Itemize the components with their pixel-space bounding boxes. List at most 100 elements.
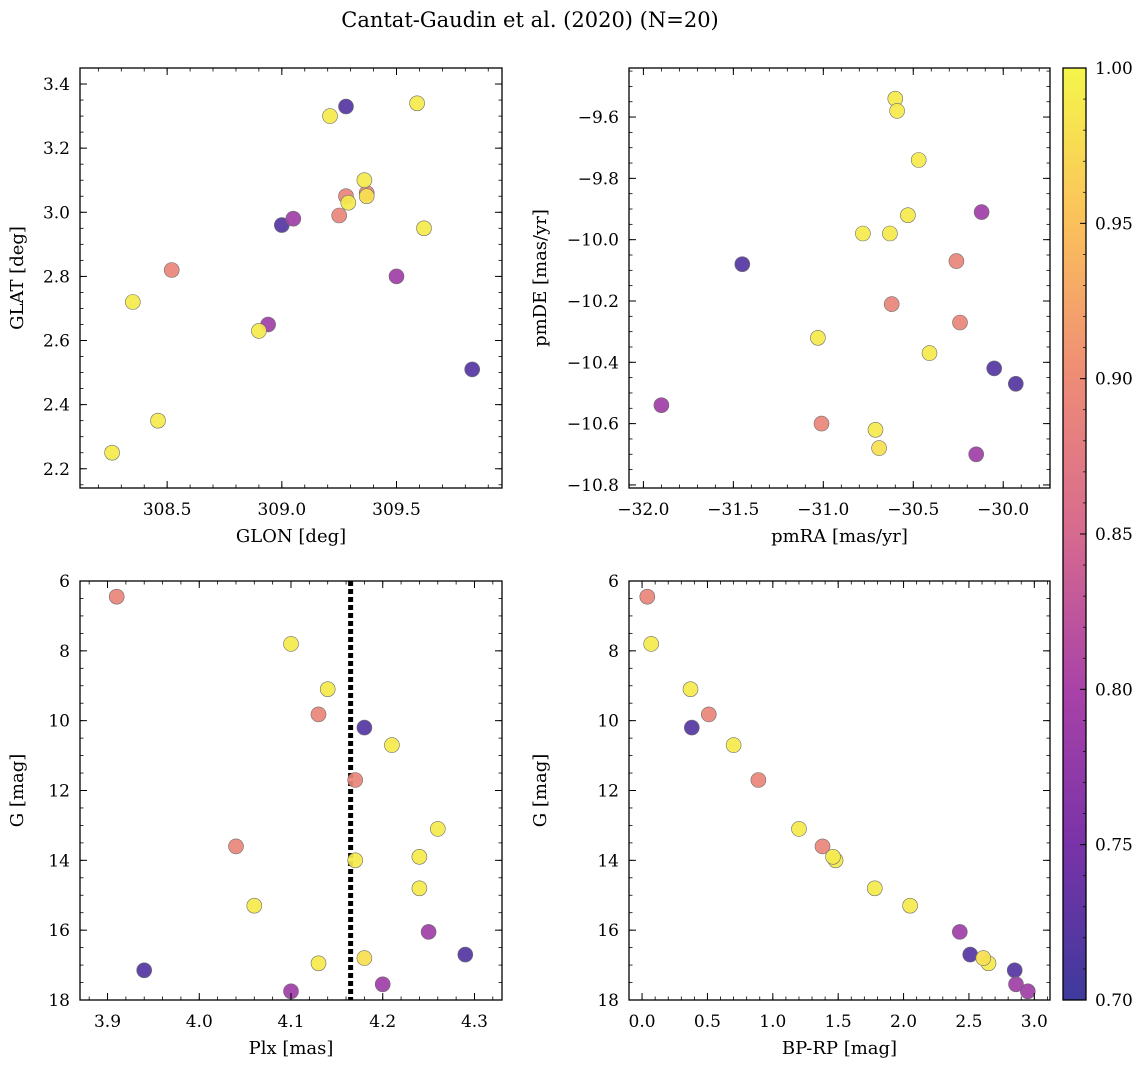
colorbar-tick-label-6: 1.00 xyxy=(1095,59,1133,79)
point-glon-glat-5 xyxy=(388,268,405,285)
point-glon-glat-2 xyxy=(464,361,481,378)
point-plx-g-16 xyxy=(411,880,428,897)
point-glon-glat-17 xyxy=(150,412,166,429)
colorbar-tick-label-1: 0.75 xyxy=(1095,836,1133,856)
xtick-label-plx-g-3: 4.2 xyxy=(369,1012,396,1032)
point-plx-g-3 xyxy=(420,924,437,940)
colorbar-tick-label-3: 0.85 xyxy=(1095,525,1133,545)
point-pmra-pmde-14 xyxy=(855,225,871,242)
point-bprp-g-2 xyxy=(962,946,979,963)
point-bprp-g-15 xyxy=(825,848,841,865)
xtick-label-glon-glat-2: 309.5 xyxy=(372,500,421,520)
xlabel-plx-g: Plx [mas] xyxy=(249,1038,334,1059)
colorbar-tick-label-2: 0.80 xyxy=(1095,680,1133,700)
ytick-label-pmra-pmde-4: −10.0 xyxy=(567,231,619,251)
xtick-label-bprp-g-1: 0.5 xyxy=(694,1012,721,1032)
point-plx-g-0 xyxy=(356,719,373,736)
point-plx-g-10 xyxy=(283,636,299,652)
point-glon-glat-16 xyxy=(251,323,267,339)
ytick-label-bprp-g-0: 6 xyxy=(608,572,619,592)
point-plx-g-13 xyxy=(429,821,446,837)
ytick-label-pmra-pmde-3: −10.2 xyxy=(567,292,619,312)
point-bprp-g-16 xyxy=(866,880,883,897)
point-plx-g-2 xyxy=(457,946,474,963)
ytick-label-pmra-pmde-5: −9.8 xyxy=(578,169,619,189)
point-plx-g-8 xyxy=(347,772,364,788)
xtick-label-bprp-g-3: 1.5 xyxy=(825,1012,852,1032)
point-bprp-g-6 xyxy=(639,588,656,605)
point-bprp-g-4 xyxy=(1008,976,1024,993)
point-plx-g-15 xyxy=(411,848,428,865)
point-glon-glat-19 xyxy=(358,188,375,204)
point-bprp-g-11 xyxy=(682,681,699,698)
ytick-label-bprp-g-2: 10 xyxy=(597,712,619,732)
point-plx-g-4 xyxy=(374,976,391,993)
ytick-label-pmra-pmde-6: −9.6 xyxy=(578,108,619,128)
xtick-label-glon-glat-0: 308.5 xyxy=(143,500,192,520)
ytick-label-glon-glat-1: 2.4 xyxy=(43,396,70,416)
xtick-label-pmra-pmde-2: −31.0 xyxy=(797,500,849,520)
point-plx-g-1 xyxy=(136,962,152,979)
point-pmra-pmde-7 xyxy=(948,253,965,269)
point-pmra-pmde-5 xyxy=(973,204,990,220)
point-pmra-pmde-1 xyxy=(986,360,1003,377)
point-plx-g-17 xyxy=(246,897,263,914)
panel-plx-g: 3.9 4.0 4.1 4.2 4.3 6 8 10 12 14 16 18 Plx [mas] G [m… xyxy=(7,572,503,1059)
xtick-label-pmra-pmde-3: −30.5 xyxy=(887,500,939,520)
xlabel-pmra-pmde: pmRA [mas/yr] xyxy=(771,526,908,547)
xlabel-bprp-g: BP-RP [mag] xyxy=(782,1038,897,1059)
xtick-label-pmra-pmde-0: −32.0 xyxy=(617,500,669,520)
point-plx-g-14 xyxy=(347,852,364,869)
ytick-label-plx-g-1: 8 xyxy=(59,642,70,662)
point-pmra-pmde-4 xyxy=(968,446,985,463)
ytick-label-bprp-g-3: 12 xyxy=(597,782,619,802)
point-plx-g-7 xyxy=(310,706,327,723)
point-bprp-g-8 xyxy=(750,772,767,788)
ytick-label-glon-glat-2: 2.6 xyxy=(43,332,70,352)
point-glon-glat-8 xyxy=(331,207,348,224)
point-bprp-g-1 xyxy=(1006,962,1023,979)
xtick-label-plx-g-4: 4.3 xyxy=(461,1012,488,1032)
ytick-label-bprp-g-1: 8 xyxy=(608,642,619,662)
ytick-label-pmra-pmde-1: −10.6 xyxy=(567,415,619,435)
xtick-label-plx-g-0: 3.9 xyxy=(94,1012,121,1032)
ytick-label-plx-g-2: 10 xyxy=(48,712,70,732)
point-glon-glat-3 xyxy=(285,210,302,227)
axes-frame-pmra-pmde xyxy=(628,67,1051,489)
axes-frame-bprp-g xyxy=(628,580,1051,1001)
colorbar: 0.70 0.75 0.80 0.85 0.90 0.95 1.00 xyxy=(1062,59,1133,1011)
point-plx-g-12 xyxy=(384,737,400,753)
point-plx-g-18 xyxy=(310,955,327,972)
point-pmra-pmde-9 xyxy=(883,296,900,312)
ytick-label-glon-glat-6: 3.4 xyxy=(43,75,70,95)
point-glon-glat-11 xyxy=(409,95,425,112)
point-bprp-g-19 xyxy=(975,950,992,966)
panel-pmra-pmde: −32.0 −31.5 −31.0 −30.5 −30.0 −10.8 −10.6 −10.4… xyxy=(530,67,1051,547)
xtick-label-bprp-g-2: 1.0 xyxy=(759,1012,786,1032)
xlabel-glon-glat: GLON [deg] xyxy=(236,526,346,547)
ytick-label-plx-g-3: 12 xyxy=(48,782,70,802)
xtick-label-plx-g-1: 4.0 xyxy=(186,1012,213,1032)
ytick-label-plx-g-6: 18 xyxy=(48,991,70,1011)
point-bprp-g-7 xyxy=(700,706,717,723)
point-pmra-pmde-3 xyxy=(653,397,670,414)
point-bprp-g-5 xyxy=(1020,983,1036,1000)
ylabel-plx-g: G [mag] xyxy=(7,754,28,827)
point-bprp-g-3 xyxy=(951,924,968,940)
xtick-label-bprp-g-5: 2.5 xyxy=(955,1012,982,1032)
point-pmra-pmde-0 xyxy=(734,256,751,273)
point-pmra-pmde-11 xyxy=(889,103,905,119)
point-glon-glat-18 xyxy=(104,444,120,461)
xtick-label-plx-g-2: 4.1 xyxy=(277,1012,304,1032)
point-glon-glat-10 xyxy=(322,108,338,124)
point-bprp-g-10 xyxy=(643,636,660,652)
ytick-label-pmra-pmde-0: −10.8 xyxy=(567,476,619,496)
ytick-label-pmra-pmde-2: −10.4 xyxy=(567,353,619,373)
point-plx-g-6 xyxy=(108,588,125,605)
xtick-label-pmra-pmde-4: −30.0 xyxy=(977,500,1029,520)
ylabel-bprp-g: G [mag] xyxy=(530,754,551,827)
point-bprp-g-13 xyxy=(791,821,807,837)
point-glon-glat-12 xyxy=(356,172,373,188)
ytick-label-glon-glat-4: 3.0 xyxy=(43,203,70,223)
